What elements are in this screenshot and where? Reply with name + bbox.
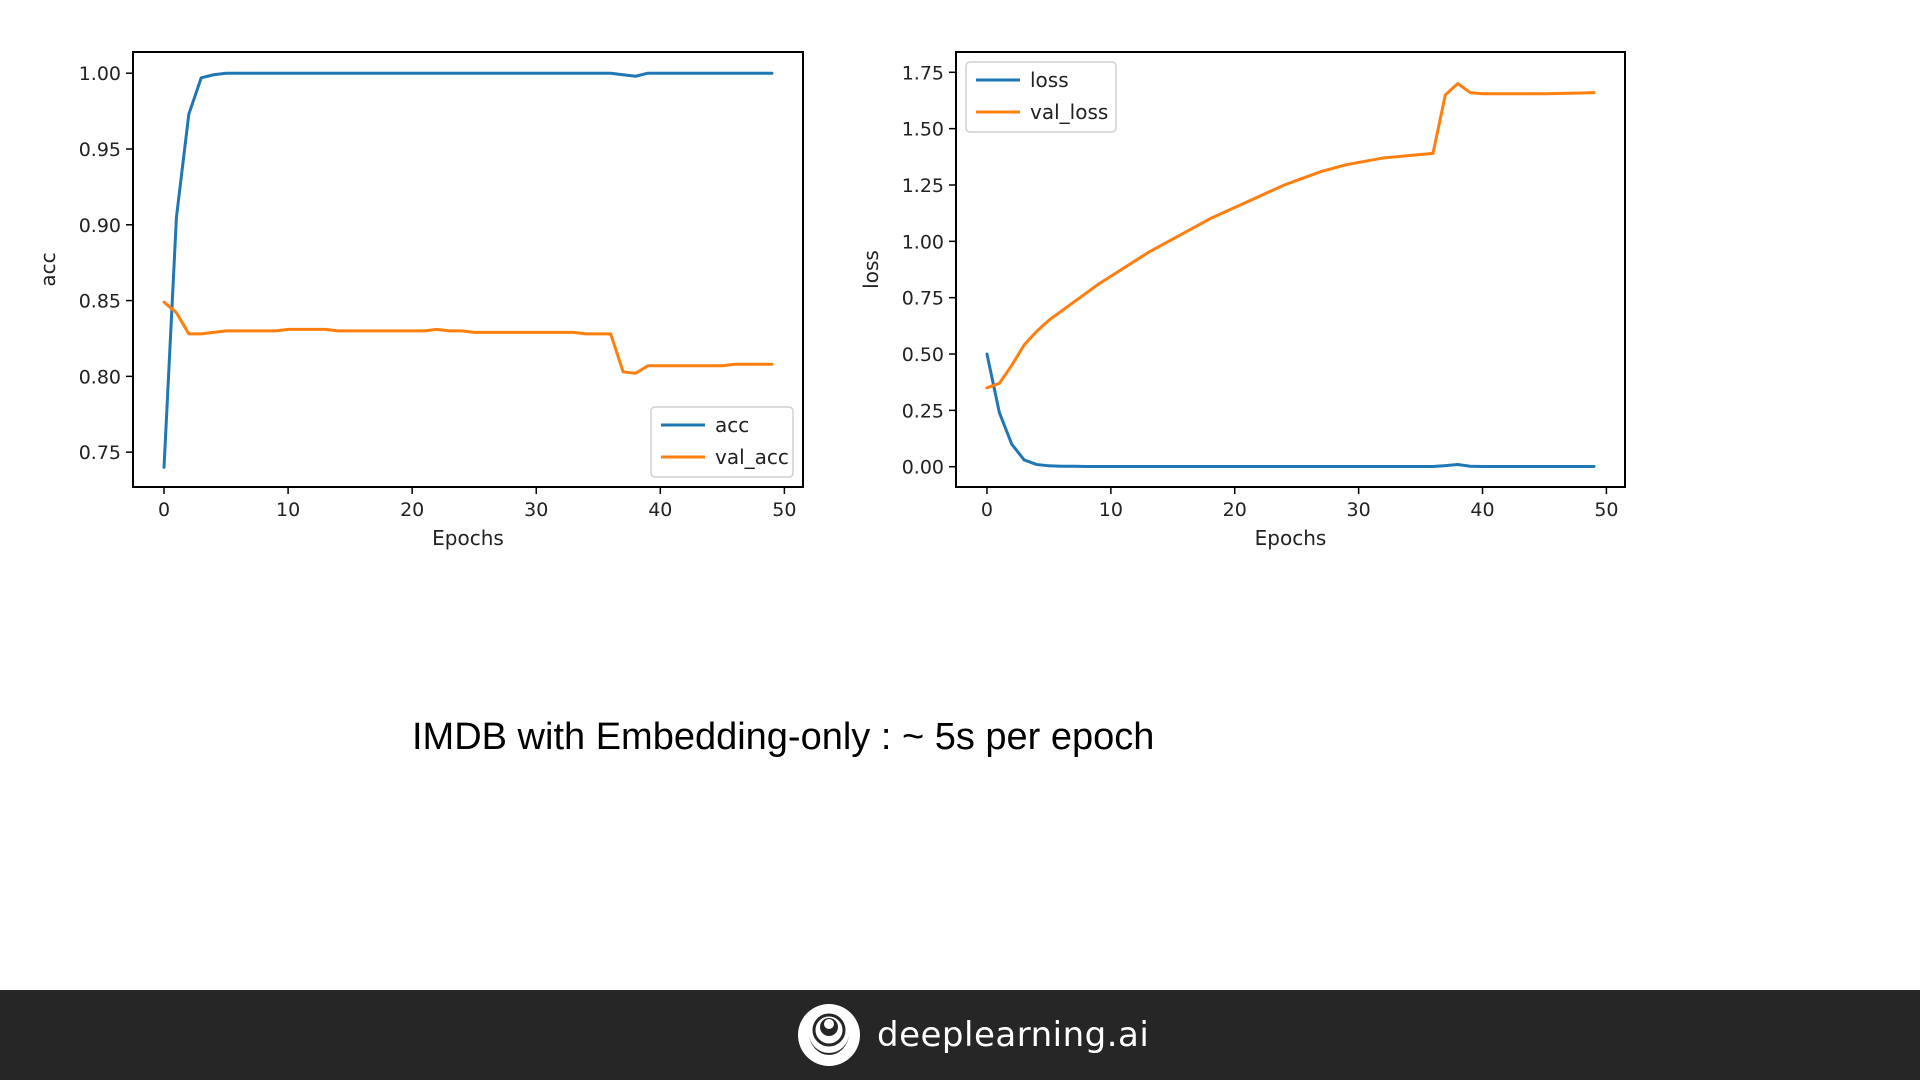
brand: deeplearning.ai bbox=[797, 1003, 1149, 1067]
y-tick-label: 1.00 bbox=[79, 63, 121, 85]
x-tick-label: 20 bbox=[400, 499, 424, 521]
y-tick-label: 0.25 bbox=[902, 400, 944, 422]
y-tick-label: 0.85 bbox=[79, 291, 121, 313]
plot-frame bbox=[955, 51, 1626, 488]
y-tick-label: 0.95 bbox=[79, 139, 121, 161]
x-tick-label: 40 bbox=[648, 499, 672, 521]
x-tick-label: 40 bbox=[1470, 499, 1494, 521]
deeplearning-logo-icon bbox=[798, 1004, 860, 1066]
slide-caption: IMDB with Embedding-only : ~ 5s per epoc… bbox=[412, 716, 1155, 758]
brand-name: deeplearning.ai bbox=[877, 1015, 1150, 1055]
series-line-acc bbox=[162, 71, 774, 469]
series-line-val-loss bbox=[985, 82, 1596, 390]
plot-frame bbox=[132, 51, 804, 488]
y-tick-label: 0.90 bbox=[79, 215, 121, 237]
y-axis-label: loss bbox=[859, 250, 883, 289]
x-tick-label: 50 bbox=[1594, 499, 1618, 521]
x-axis-label: Epochs bbox=[432, 526, 504, 550]
x-tick-label: 10 bbox=[276, 499, 300, 521]
x-axis-label: Epochs bbox=[1255, 526, 1327, 550]
legend-label-val-loss: val_loss bbox=[1030, 100, 1108, 124]
chart-2: 0 10 20 30 40 50 0.00 0.25 0.50 0.75 1.00 1.25 1.50 1… bbox=[859, 51, 1626, 550]
y-tick-label: 0.50 bbox=[902, 344, 944, 366]
x-tick-label: 0 bbox=[981, 499, 993, 521]
y-tick-label: 1.25 bbox=[902, 175, 944, 197]
legend-label-acc: acc bbox=[715, 413, 749, 437]
series-line-val-acc bbox=[162, 300, 774, 375]
series-line-loss bbox=[985, 352, 1596, 468]
x-tick-label: 10 bbox=[1099, 499, 1123, 521]
y-tick-label: 1.00 bbox=[902, 231, 944, 253]
legend-label-loss: loss bbox=[1030, 68, 1069, 92]
y-tick-label: 0.75 bbox=[79, 442, 121, 464]
legend: loss val_loss bbox=[965, 61, 1117, 133]
x-tick-label: 30 bbox=[524, 499, 548, 521]
x-tick-label: 30 bbox=[1347, 499, 1371, 521]
y-tick-label: 0.75 bbox=[902, 288, 944, 310]
y-tick-label: 0.00 bbox=[902, 457, 944, 479]
x-tick-label: 0 bbox=[158, 499, 170, 521]
legend-label-val-acc: val_acc bbox=[715, 445, 789, 469]
y-tick-label: 1.50 bbox=[902, 119, 944, 141]
x-tick-label: 20 bbox=[1223, 499, 1247, 521]
y-axis-label: acc bbox=[36, 252, 60, 286]
y-tick-label: 1.75 bbox=[902, 62, 944, 84]
chart-1: 0 10 20 30 40 50 0.75 0.80 0.85 0.90 0.95 1.00 Epoch… bbox=[36, 51, 804, 550]
legend: acc val_acc bbox=[650, 406, 794, 478]
footer-bar bbox=[0, 990, 1920, 1080]
y-tick-label: 0.80 bbox=[79, 366, 121, 388]
x-tick-label: 50 bbox=[772, 499, 796, 521]
